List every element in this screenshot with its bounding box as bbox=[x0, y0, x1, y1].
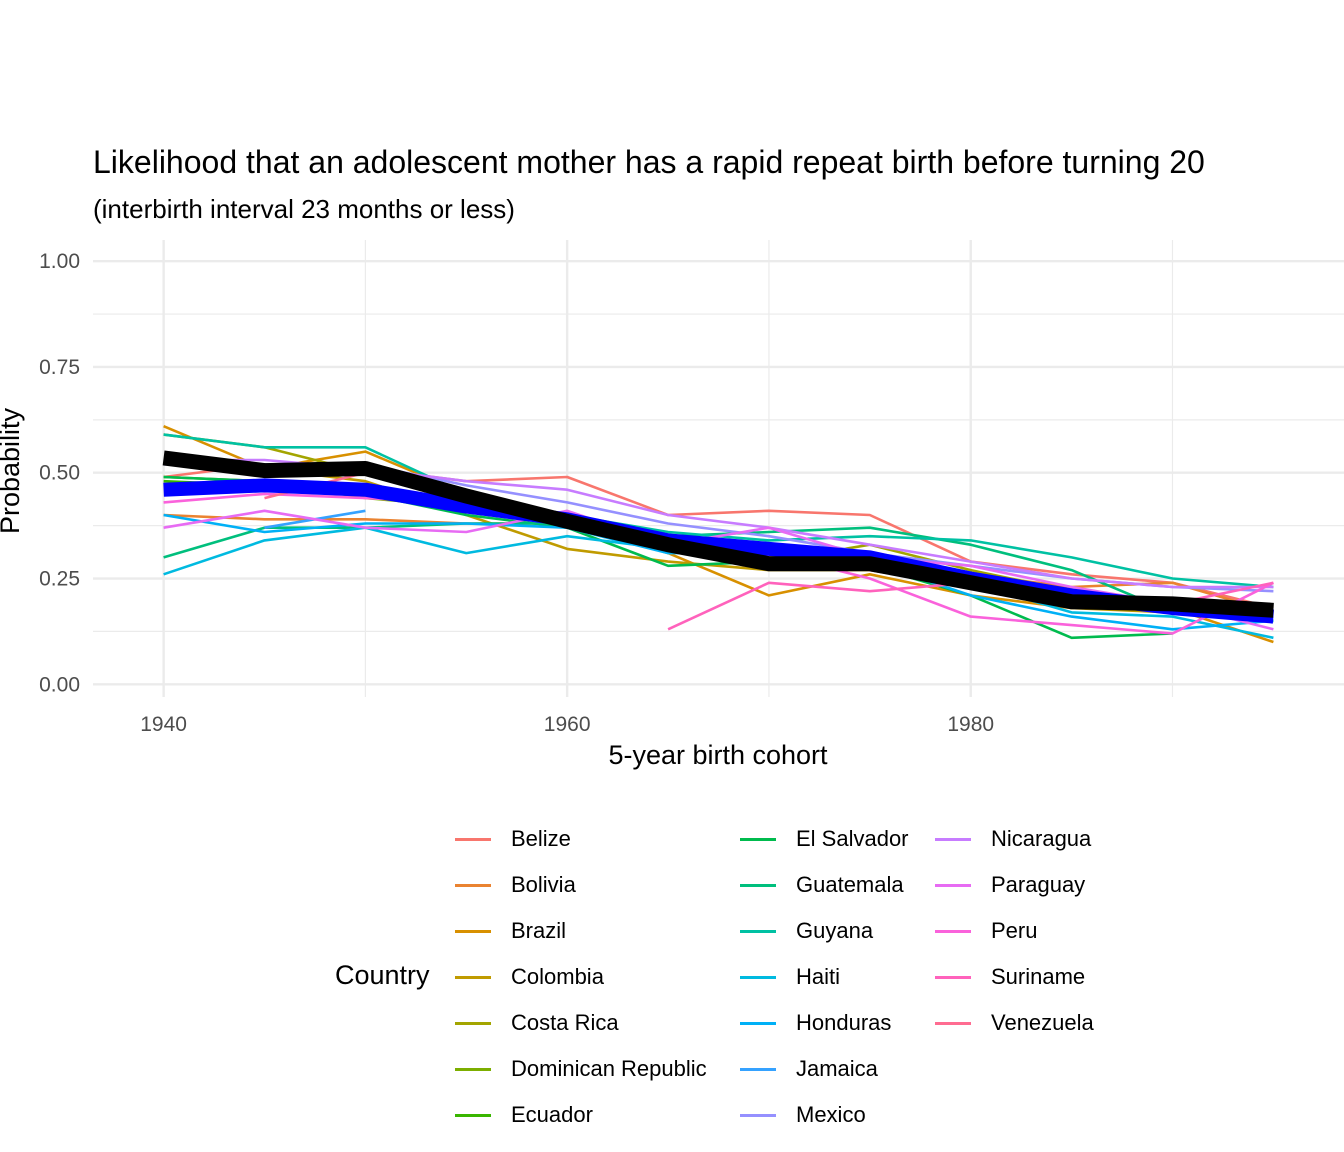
legend-item: Bolivia bbox=[455, 870, 576, 900]
x-tick-label: 1960 bbox=[544, 713, 591, 736]
legend-item: Belize bbox=[455, 824, 571, 854]
legend-item: Paraguay bbox=[935, 870, 1085, 900]
legend-item: Guyana bbox=[740, 916, 873, 946]
y-tick-label: 1.00 bbox=[39, 250, 80, 273]
legend-item: Costa Rica bbox=[455, 1008, 619, 1038]
legend-label: Guatemala bbox=[796, 872, 904, 897]
legend-label: Mexico bbox=[796, 1102, 866, 1127]
legend-item: Jamaica bbox=[740, 1054, 878, 1084]
legend-label: El Salvador bbox=[796, 826, 909, 851]
legend-label: Peru bbox=[991, 918, 1038, 943]
legend-item: El Salvador bbox=[740, 824, 909, 854]
series-line-nicaragua bbox=[163, 458, 1274, 589]
legend-label: Costa Rica bbox=[511, 1010, 619, 1035]
legend-item: Mexico bbox=[740, 1100, 866, 1130]
legend-label: Nicaragua bbox=[991, 826, 1092, 851]
series-line-paraguay bbox=[163, 509, 1274, 631]
legend-item: Guatemala bbox=[740, 870, 904, 900]
legend-label: Dominican Republic bbox=[511, 1056, 707, 1081]
legend-key bbox=[455, 1021, 491, 1025]
chart-title: Likelihood that an adolescent mother has… bbox=[93, 144, 1205, 180]
legend-label: Ecuador bbox=[511, 1102, 593, 1127]
legend-label: Jamaica bbox=[796, 1056, 878, 1081]
legend-item: Dominican Republic bbox=[455, 1054, 707, 1084]
summary-lines bbox=[162, 450, 1274, 624]
chart-subtitle: (interbirth interval 23 months or less) bbox=[93, 194, 515, 224]
legend-item: Peru bbox=[935, 916, 1037, 946]
legend-item: Suriname bbox=[935, 962, 1085, 992]
legend-label: Guyana bbox=[796, 918, 874, 943]
legend-key bbox=[455, 883, 491, 887]
legend-label: Honduras bbox=[796, 1010, 892, 1035]
legend-item: Venezuela bbox=[935, 1008, 1094, 1038]
legend-key bbox=[455, 1113, 491, 1117]
legend-key bbox=[935, 837, 971, 841]
legend-label: Colombia bbox=[511, 964, 604, 989]
legend-item: Colombia bbox=[455, 962, 604, 992]
legend-label: Bolivia bbox=[511, 872, 576, 897]
legend-item: Brazil bbox=[455, 916, 566, 946]
legend-key bbox=[740, 929, 776, 933]
tick-labels: 0.00 0.25 0.50 0.75 1.00 1940 1960 1980 bbox=[39, 250, 994, 736]
legend-key bbox=[455, 837, 491, 841]
x-axis-title: 5-year birth cohort bbox=[608, 740, 828, 770]
legend-label: Haiti bbox=[796, 964, 841, 989]
summary-line-black bbox=[162, 450, 1274, 618]
legend-item: Ecuador bbox=[455, 1100, 593, 1130]
legend-item: Nicaragua bbox=[935, 824, 1091, 854]
legend-key bbox=[935, 883, 971, 887]
y-tick-label: 0.75 bbox=[39, 356, 80, 379]
legend-key bbox=[935, 975, 971, 979]
y-tick-label: 0.25 bbox=[39, 568, 80, 591]
legend-key bbox=[740, 1067, 776, 1071]
legend-title: Country bbox=[335, 960, 430, 990]
series-line-guatemala bbox=[163, 522, 1274, 614]
legend-label: Belize bbox=[511, 826, 571, 851]
y-tick-label: 0.50 bbox=[39, 462, 80, 485]
legend-key bbox=[740, 883, 776, 887]
legend-key bbox=[740, 975, 776, 979]
x-tick-label: 1980 bbox=[947, 713, 994, 736]
y-axis-title: Probability bbox=[0, 407, 25, 534]
legend-key bbox=[455, 1067, 491, 1071]
legend-key bbox=[455, 929, 491, 933]
legend-key bbox=[935, 929, 971, 933]
legend-label: Suriname bbox=[991, 964, 1086, 989]
legend-label: Venezuela bbox=[991, 1010, 1094, 1035]
legend-key bbox=[935, 1021, 971, 1025]
legend-label: Paraguay bbox=[991, 872, 1086, 897]
legend-key bbox=[455, 975, 491, 979]
legend-key bbox=[740, 837, 776, 841]
legend-key bbox=[740, 1113, 776, 1117]
x-tick-label: 1940 bbox=[140, 713, 187, 736]
legend-item: Honduras bbox=[740, 1008, 891, 1038]
y-tick-label: 0.00 bbox=[39, 673, 80, 696]
legend-key bbox=[740, 1021, 776, 1025]
legend-item: Haiti bbox=[740, 962, 840, 992]
legend-label: Brazil bbox=[511, 918, 567, 943]
